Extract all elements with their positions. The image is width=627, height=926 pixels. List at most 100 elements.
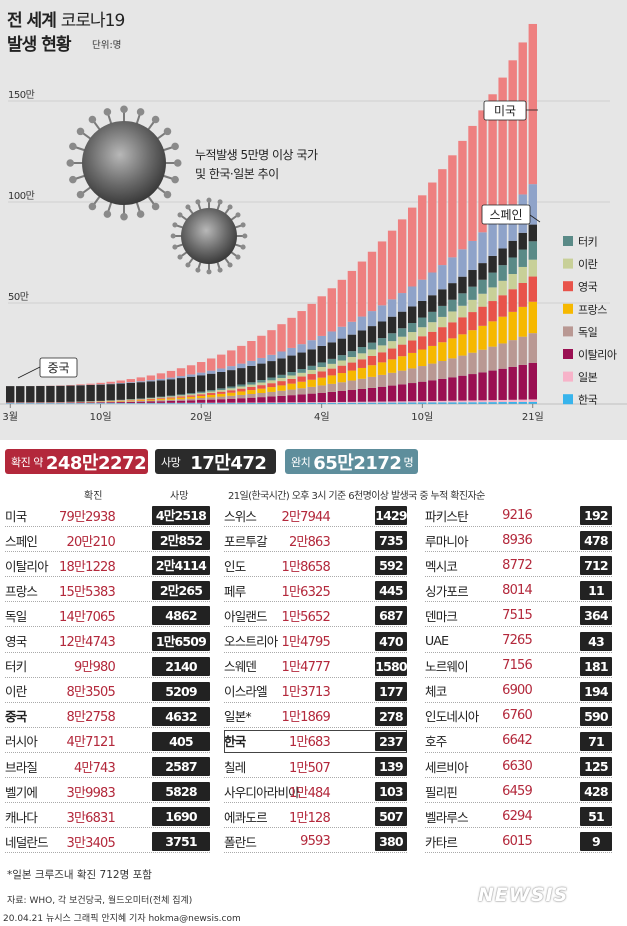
virus-spike-tip [69,175,77,184]
confirmed-count: 4만743 [73,760,116,776]
newsis-logo: NEWSIS [478,884,569,906]
bar-segment [66,385,75,402]
day-bar [267,330,276,404]
bar-segment [156,400,166,402]
bar-segment [347,351,357,357]
bar-segment [237,398,246,403]
death-count: 2만852 [152,531,210,551]
bar-segment [267,354,276,362]
bar-segment [438,361,447,379]
bar-segment [357,402,367,404]
bar-segment [76,403,85,404]
bar-segment [136,399,146,401]
table-row: 프랑스 15만5383 2만265 [5,579,210,603]
bar-segment [357,388,367,402]
bar-segment [156,378,166,381]
bar-segment [508,366,517,400]
bar-segment [227,366,236,371]
bar-segment [277,395,286,403]
virus-spike-tip [66,159,75,167]
virus-spike-tip [136,108,145,116]
day-bar [377,241,387,404]
bar-segment [498,399,507,403]
confirmed-count: 8만2758 [66,710,115,726]
country-name: 독일 [5,608,27,624]
bar-segment [377,321,387,339]
bar-segment [498,368,507,400]
bar-segment [116,380,125,383]
bar-segment [166,377,176,380]
bar-segment [136,401,146,403]
virus-illustration [66,105,248,275]
bar-segment [518,336,527,365]
bar-segment [337,338,347,356]
bar-segment [287,347,296,356]
stacked-bar-chart: 50만 100만 150만 3월 10일 20일 4일 10일 21일 터키이란영국프랑스독일… [0,23,627,423]
bar-segment [408,383,417,402]
day-bar [277,324,286,404]
country-name: 포르투갈 [224,533,268,549]
bar-segment [136,382,146,399]
bar-segment [478,110,487,233]
bar-segment [247,394,256,398]
bar-segment [217,393,226,397]
bar-segment [66,403,75,404]
country-name: 에콰도르 [224,809,268,825]
death-count: 687 [375,606,407,626]
country-name: 터키 [5,659,27,675]
bar-segment [428,380,437,401]
country-name: 사우디아라비아 [224,784,300,800]
death-count: 51 [580,807,612,827]
bar-segment [478,372,487,401]
bar-segment [357,378,367,389]
bar-segment [217,371,226,389]
bar-segment [448,299,457,312]
bar-segment [267,383,276,388]
bar-segment [387,402,397,404]
bar-segment [528,23,537,185]
bar-segment [287,395,296,403]
bar-segment [337,326,347,339]
bar-segment [357,316,367,331]
death-count: 1690 [152,807,210,827]
day-bar [307,303,316,404]
bar-segment [357,261,367,317]
bar-segment [176,397,186,400]
table-row: 영국 12만4743 1만6509 [5,630,210,653]
confirmed-count: 6760 [502,708,533,724]
bar-segment [176,394,186,396]
virus-spike-tip [103,210,112,218]
x-tick-label: 3월 [2,411,18,423]
bar-segment [408,352,417,369]
bar-segment [458,375,467,401]
bar-segment [438,289,447,306]
bar-segment [166,370,176,378]
bar-segment [277,385,286,391]
country-name: 오스트리아 [224,634,278,649]
bar-segment [508,240,517,258]
death-count: 428 [580,782,612,802]
death-count: 2587 [152,757,210,776]
day-bar [16,386,25,404]
confirmed-count: 6642 [502,733,533,749]
bar-segment [377,305,387,322]
country-name: 덴마크 [425,608,458,624]
summary-confirmed: 확진 약 248만2272 [5,449,148,474]
bar-segment [327,375,336,384]
confirmed-count: 1만1869 [281,710,330,726]
death-count: 445 [375,581,407,601]
bar-segment [317,296,326,336]
day-bar [488,94,497,404]
day-bar [76,384,85,404]
bar-segment [317,345,326,363]
virus-spike-tip [172,244,178,250]
country-name: 체코 [425,684,447,700]
bar-segment [488,402,497,404]
bar-segment [186,393,196,395]
country-name: 네덜란드 [5,834,49,850]
bar-segment [176,368,186,377]
death-count: 592 [375,556,407,576]
bar-segment [16,403,25,404]
death-count: 139 [375,757,407,776]
bar-segment [267,387,276,392]
